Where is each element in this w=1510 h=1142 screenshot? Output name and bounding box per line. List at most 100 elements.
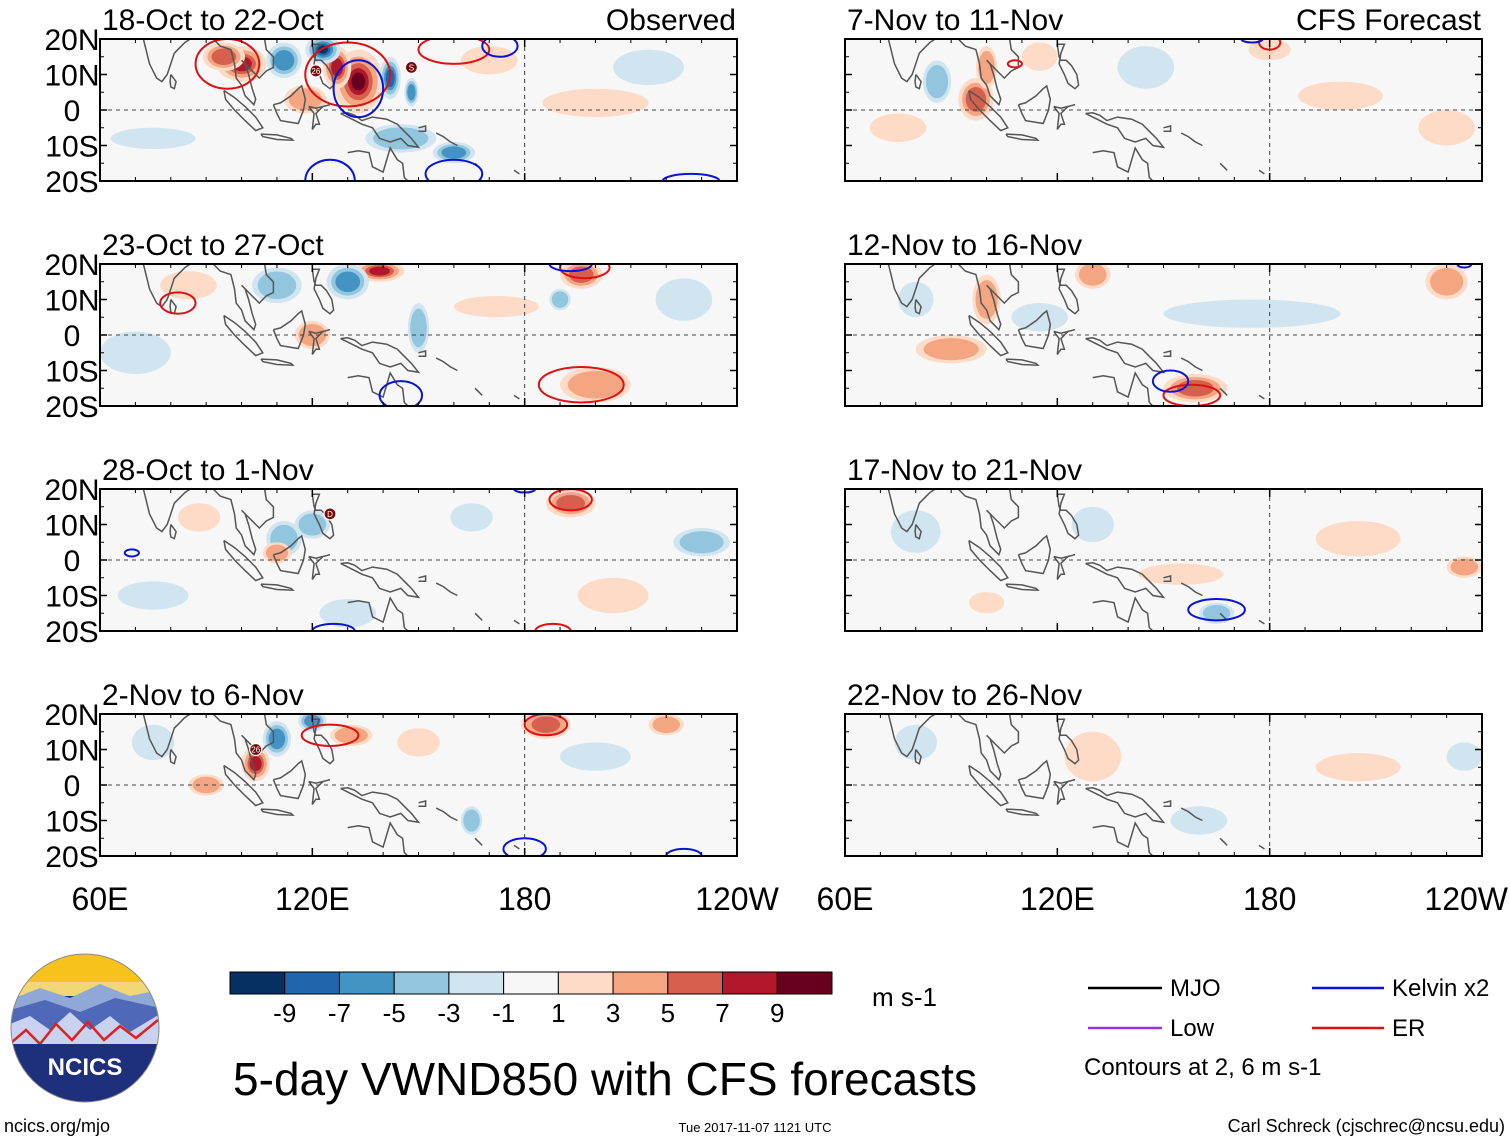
anomaly-shade (1315, 520, 1401, 557)
anomaly-shade (551, 291, 569, 308)
coastline (887, 489, 937, 533)
panel: 17-Nov to 21-Nov (844, 454, 1483, 632)
coastline (347, 596, 409, 631)
y-tick-label: 10S (45, 806, 98, 839)
coastline (142, 264, 192, 308)
coastline (142, 714, 192, 758)
coastline (260, 808, 295, 817)
y-tick-label: 20S (45, 616, 98, 649)
coastline (1053, 553, 1076, 580)
anomaly-shade (397, 728, 440, 757)
colorbar-swatch (557, 971, 614, 995)
er-contour (523, 714, 569, 737)
anomaly-shade (268, 728, 286, 750)
coastline (513, 844, 520, 850)
storm-marker: 26 (309, 64, 323, 78)
y-tick-label: 0 (64, 320, 81, 353)
colorbar-label: -5 (383, 998, 406, 1028)
coastline (1219, 162, 1228, 171)
coastline (340, 112, 421, 149)
coastline (223, 314, 264, 357)
colorbar-label: -9 (273, 998, 296, 1028)
column-header: CFS Forecast (1296, 4, 1482, 37)
anomaly-shade (298, 513, 327, 536)
anomaly-shade (869, 113, 927, 142)
anomaly-shade (1064, 731, 1122, 782)
colorbar-swatch (776, 971, 833, 995)
footer-url[interactable]: ncics.org/mjo (4, 1116, 110, 1136)
coastline (311, 718, 335, 765)
anomaly-shade (463, 809, 480, 832)
coastline (474, 837, 483, 846)
colorbar-swatch (503, 971, 559, 995)
coastline (957, 39, 1020, 107)
coastline (1053, 103, 1076, 130)
coastline (513, 169, 520, 175)
legend-kelvin-label: Kelvin x2 (1392, 975, 1489, 1002)
anomaly-shade (1297, 81, 1383, 111)
coastline (1056, 268, 1080, 315)
coastline (1085, 562, 1166, 599)
anomaly-shade (542, 88, 649, 118)
panel-background (845, 489, 1482, 631)
coastline (1163, 800, 1172, 808)
colorbar-label: -7 (328, 998, 351, 1028)
panel: 12-Nov to 16-Nov (844, 229, 1483, 407)
kelvin-contour (502, 837, 547, 856)
colorbar-swatch (338, 971, 395, 995)
anomaly-shade (117, 581, 189, 610)
er-contour (300, 723, 360, 747)
anomaly-shade (441, 146, 467, 159)
coastline (1017, 759, 1052, 800)
panel-plot-area (845, 39, 1482, 181)
coastline (1017, 84, 1052, 125)
y-tick-label: 0 (64, 545, 81, 578)
coastline (1053, 328, 1076, 355)
anomaly-shade (1071, 506, 1114, 543)
kelvin-contour (548, 264, 593, 273)
logo-text: NCICS (48, 1054, 123, 1081)
coastline (1085, 787, 1166, 824)
colorbar: -9 -7 -5 -3 -1 1 3 5 7 9 (229, 971, 833, 1028)
anomaly-shade (351, 72, 366, 91)
author-credit: Carl Schreck (cjschrec@ncsu.edu) (1228, 1116, 1505, 1136)
colorbar-swatch (448, 971, 505, 995)
anomaly-shade (335, 271, 361, 293)
x-tick-label: 120W (695, 881, 779, 917)
svg-text:26: 26 (311, 67, 320, 76)
anomaly-shade (567, 370, 624, 399)
kelvin-contour (424, 158, 484, 181)
colorbar-swatch (229, 971, 286, 995)
legend-mjo-label: MJO (1170, 975, 1221, 1002)
timestamp: Tue 2017-11-07 1121 UTC (679, 1120, 832, 1135)
anomaly-shade (978, 50, 995, 85)
er-contour (159, 291, 197, 315)
panel-plot-area (845, 489, 1482, 631)
coastline (272, 309, 307, 350)
coastline (435, 357, 458, 372)
colorbar-label: 9 (770, 998, 784, 1028)
colorbar-label: 5 (661, 998, 675, 1028)
anomaly-shade (1450, 558, 1479, 576)
x-tick-label: 120E (275, 881, 350, 917)
coastline (142, 39, 192, 83)
coastline (1053, 778, 1076, 805)
coastline (169, 749, 177, 765)
coastline (887, 264, 937, 308)
panel-plot-area (845, 264, 1482, 406)
y-tick-label: 0 (64, 95, 81, 128)
colorbar-swatch (722, 971, 778, 995)
er-contour (417, 39, 491, 65)
anomaly-shade (334, 726, 368, 744)
anomaly-shade (556, 494, 586, 512)
anomaly-shade (923, 338, 979, 361)
coastline (1180, 357, 1203, 372)
panel: 22-Nov to 26-Nov (844, 679, 1483, 857)
anomaly-shade (257, 271, 297, 300)
panel-plot-area: D (100, 489, 737, 631)
anomaly-shade (652, 716, 681, 733)
storm-marker: S (404, 60, 419, 75)
